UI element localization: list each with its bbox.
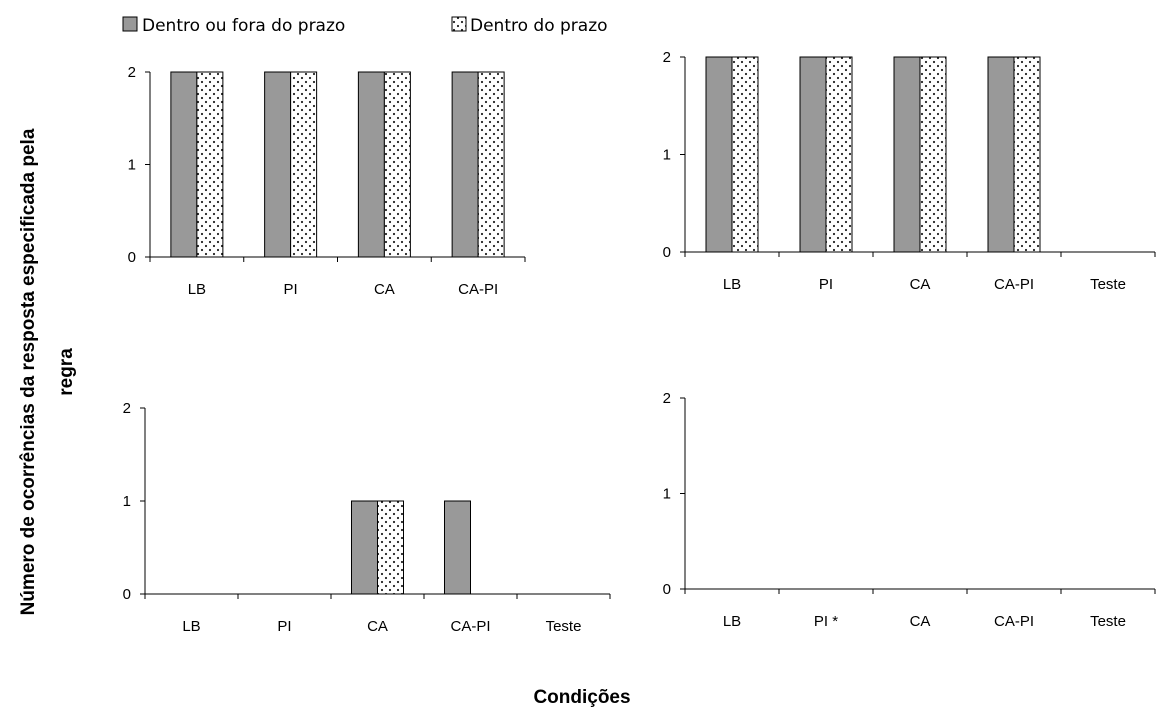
category-label: CA-PI: [994, 613, 1034, 630]
y-tick-label: 0: [123, 586, 131, 603]
chart-4: 0 1 2 LB PI * CA CA-PI Teste: [663, 390, 1156, 630]
bar: [351, 500, 378, 595]
bar: [919, 56, 947, 253]
y-tick-label: 2: [128, 64, 136, 81]
y-tick-label: 1: [663, 486, 671, 503]
category-label: Teste: [1090, 613, 1126, 630]
y-axis-label-line1: Número de ocorrências da resposta especi…: [18, 128, 39, 615]
bar: [477, 71, 505, 258]
legend: Dentro ou fora do prazo Dentro do prazo: [122, 16, 608, 36]
legend-label-solid: Dentro ou fora do prazo: [142, 16, 345, 36]
bar: [264, 71, 292, 258]
category-label: LB: [723, 613, 741, 630]
category-label: CA: [367, 618, 388, 635]
bar: [290, 71, 318, 258]
category-label: Teste: [1090, 276, 1126, 293]
category-label: PI: [277, 618, 291, 635]
y-tick-label: 2: [663, 390, 671, 407]
y-tick-label: 1: [128, 157, 136, 174]
category-label: CA-PI: [994, 276, 1034, 293]
y-tick-label: 2: [123, 400, 131, 417]
legend-swatch-dotted: [451, 16, 467, 32]
chart-2: 0 1 2 LB PI CA CA-PI Teste: [663, 49, 1156, 293]
chart-1: 0 1 2 LB PI CA CA-PI: [128, 64, 526, 298]
category-label: CA-PI: [458, 281, 498, 298]
category-label: PI: [819, 276, 833, 293]
bar: [799, 56, 827, 253]
category-label: CA-PI: [450, 618, 490, 635]
category-label: PI *: [814, 613, 838, 630]
charts: 0 1 2 LB PI CA CA-PI 0 1 2 LB PI CA CA-PI Teste 0 1 2 LB PI…: [123, 49, 1156, 635]
legend-label-dotted: Dentro do prazo: [470, 16, 608, 36]
bar: [1013, 56, 1041, 253]
y-tick-label: 0: [128, 249, 136, 266]
y-tick-label: 1: [123, 493, 131, 510]
bar: [893, 56, 921, 253]
chart-3: 0 1 2 LB PI CA CA-PI Teste: [123, 400, 611, 635]
category-label: LB: [182, 618, 200, 635]
y-tick-label: 1: [663, 147, 671, 164]
bar: [377, 500, 404, 595]
bar: [731, 56, 759, 253]
category-label: CA: [910, 276, 931, 293]
bar: [196, 71, 224, 258]
category-label: LB: [723, 276, 741, 293]
bar: [170, 71, 198, 258]
category-label: PI: [284, 281, 298, 298]
y-tick-label: 2: [663, 49, 671, 66]
bar: [383, 71, 411, 258]
y-tick-label: 0: [663, 244, 671, 261]
bar: [825, 56, 853, 253]
category-label: CA: [910, 613, 931, 630]
y-tick-label: 0: [663, 581, 671, 598]
bar: [357, 71, 385, 258]
y-axis-label-line2: regra: [56, 348, 77, 396]
bar: [444, 500, 471, 595]
category-label: CA: [374, 281, 395, 298]
bar: [705, 56, 733, 253]
category-label: Teste: [546, 618, 582, 635]
category-label: LB: [188, 281, 206, 298]
legend-swatch-solid: [122, 16, 138, 32]
x-axis-label: Condições: [533, 687, 630, 708]
bar: [987, 56, 1015, 253]
bar: [451, 71, 479, 258]
